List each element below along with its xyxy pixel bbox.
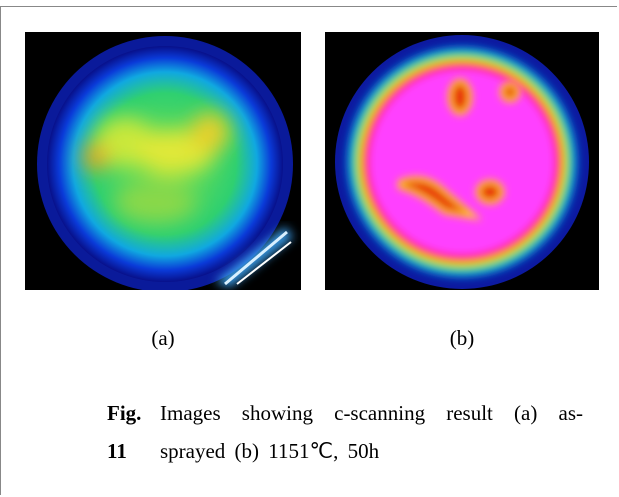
caption: Fig. 11 Images showing c-scanning result… (107, 394, 583, 470)
c-scan-image-b (325, 32, 599, 290)
c-scan-image-a (25, 32, 301, 290)
panel-label: (b) (449, 326, 475, 350)
caption-label: Fig. 11 (107, 401, 142, 463)
frame (0, 6, 617, 495)
caption-text: Images showing c-scanning result (a) as-… (160, 401, 583, 463)
panel-label: (a) (151, 326, 175, 350)
